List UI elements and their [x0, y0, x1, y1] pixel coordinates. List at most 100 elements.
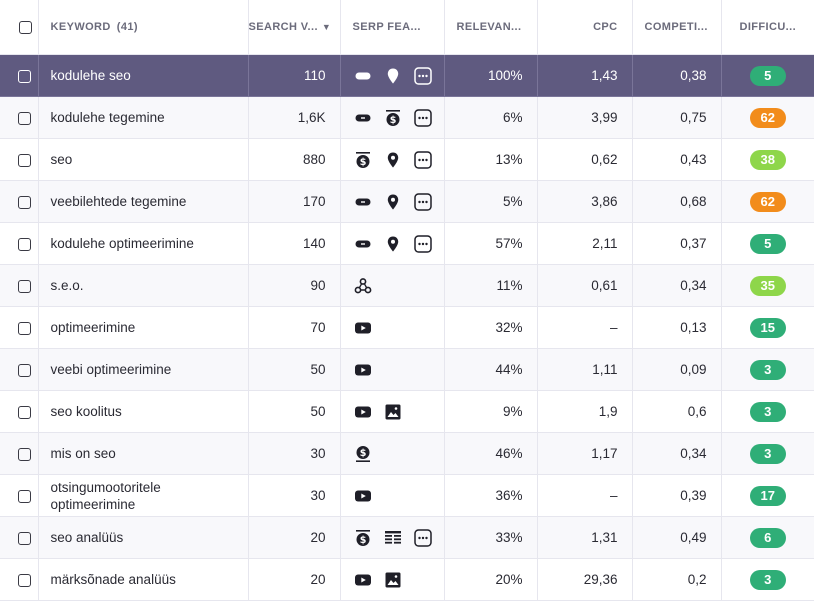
row-checkbox[interactable] — [18, 489, 32, 503]
select-all-checkbox-cell[interactable] — [0, 0, 39, 55]
row-checkbox[interactable] — [18, 111, 32, 125]
video-icon[interactable] — [353, 360, 373, 380]
knowledge-graph-icon[interactable] — [353, 276, 373, 296]
paid-ad-top-icon[interactable]: $ — [383, 108, 403, 128]
row-checkbox[interactable] — [18, 69, 32, 83]
keyword-cell[interactable]: mis on seo — [38, 432, 249, 475]
row-checkbox[interactable] — [18, 531, 32, 545]
table-row[interactable]: seo 880 $ 13% 0,62 0,43 38 — [0, 138, 814, 181]
row-checkbox-cell[interactable] — [0, 432, 39, 475]
row-checkbox-cell[interactable] — [0, 222, 39, 265]
keyword-text[interactable]: seo koolitus — [50, 404, 122, 419]
row-checkbox[interactable] — [18, 447, 32, 461]
row-checkbox-cell[interactable] — [0, 558, 39, 601]
table-row[interactable]: kodulehe tegemine 1,6K $ 6% 3,99 0,75 62 — [0, 96, 814, 139]
row-checkbox-cell[interactable] — [0, 390, 39, 433]
keyword-cell[interactable]: kodulehe tegemine — [38, 96, 249, 139]
table-row[interactable]: mis on seo 30 $ 46% 1,17 0,34 3 — [0, 432, 814, 475]
link-icon[interactable] — [353, 108, 373, 128]
column-header-keyword[interactable]: KEYWORD (41) — [38, 0, 249, 55]
select-all-checkbox[interactable] — [19, 20, 33, 34]
location-pin-icon[interactable] — [383, 66, 403, 86]
row-checkbox-cell[interactable] — [0, 516, 39, 559]
row-checkbox-cell[interactable] — [0, 474, 39, 517]
more-icon[interactable] — [413, 150, 433, 170]
row-checkbox[interactable] — [18, 237, 32, 251]
keyword-text[interactable]: märksõnade analüüs — [50, 572, 176, 587]
link-icon[interactable] — [353, 234, 373, 254]
table-row[interactable]: seo koolitus 50 9% 1,9 0,6 3 — [0, 390, 814, 433]
table-row[interactable]: märksõnade analüüs 20 20% 29,36 0,2 3 — [0, 558, 814, 601]
keyword-text[interactable]: otsingumootoritele optimeerimine — [50, 479, 161, 512]
table-row[interactable]: kodulehe seo 110 100% 1,43 0,38 5 — [0, 54, 814, 97]
table-row[interactable]: seo analüüs 20 $ 33% 1,31 0,49 6 — [0, 516, 814, 559]
row-checkbox[interactable] — [18, 153, 32, 167]
location-pin-icon[interactable] — [383, 150, 403, 170]
more-icon[interactable] — [413, 528, 433, 548]
table-icon[interactable] — [383, 528, 403, 548]
row-checkbox[interactable] — [18, 363, 32, 377]
row-checkbox-cell[interactable] — [0, 96, 39, 139]
row-checkbox[interactable] — [18, 195, 32, 209]
column-header-search-volume[interactable]: SEARCH V... ▼ — [248, 0, 341, 55]
column-header-competition[interactable]: COMPETI... — [632, 0, 722, 55]
keyword-cell[interactable]: optimeerimine — [38, 306, 249, 349]
video-icon[interactable] — [353, 318, 373, 338]
video-icon[interactable] — [353, 402, 373, 422]
paid-ad-top-icon[interactable]: $ — [353, 528, 373, 548]
column-header-serp-features[interactable]: SERP FEA... — [340, 0, 445, 55]
keyword-cell[interactable]: veebilehtede tegemine — [38, 180, 249, 223]
row-checkbox-cell[interactable] — [0, 54, 39, 97]
keyword-cell[interactable]: kodulehe seo — [38, 54, 249, 97]
row-checkbox-cell[interactable] — [0, 306, 39, 349]
row-checkbox-cell[interactable] — [0, 180, 39, 223]
row-checkbox-cell[interactable] — [0, 264, 39, 307]
row-checkbox-cell[interactable] — [0, 348, 39, 391]
keyword-text[interactable]: kodulehe seo — [50, 68, 131, 83]
keyword-cell[interactable]: veebi optimeerimine — [38, 348, 249, 391]
keyword-cell[interactable]: seo — [38, 138, 249, 181]
keyword-text[interactable]: kodulehe tegemine — [50, 110, 165, 125]
row-checkbox[interactable] — [18, 405, 32, 419]
row-checkbox[interactable] — [18, 573, 32, 587]
row-checkbox-cell[interactable] — [0, 138, 39, 181]
image-icon[interactable] — [383, 570, 403, 590]
table-row[interactable]: optimeerimine 70 32% – 0,13 15 — [0, 306, 814, 349]
keyword-cell[interactable]: märksõnade analüüs — [38, 558, 249, 601]
paid-ad-top-icon[interactable]: $ — [353, 150, 373, 170]
more-icon[interactable] — [413, 108, 433, 128]
table-row[interactable]: s.e.o. 90 11% 0,61 0,34 35 — [0, 264, 814, 307]
link-icon[interactable] — [353, 66, 373, 86]
image-icon[interactable] — [383, 402, 403, 422]
table-row[interactable]: veebilehtede tegemine 170 5% 3,86 0,68 6… — [0, 180, 814, 223]
more-icon[interactable] — [413, 192, 433, 212]
keyword-text[interactable]: s.e.o. — [50, 278, 84, 293]
table-row[interactable]: otsingumootoritele optimeerimine 30 36% … — [0, 474, 814, 517]
keyword-cell[interactable]: kodulehe optimeerimine — [38, 222, 249, 265]
location-pin-icon[interactable] — [383, 234, 403, 254]
link-icon[interactable] — [353, 192, 373, 212]
row-checkbox[interactable] — [18, 321, 32, 335]
keyword-cell[interactable]: seo koolitus — [38, 390, 249, 433]
keyword-text[interactable]: mis on seo — [50, 446, 116, 461]
video-icon[interactable] — [353, 486, 373, 506]
keyword-cell[interactable]: seo analüüs — [38, 516, 249, 559]
location-pin-icon[interactable] — [383, 192, 403, 212]
keyword-text[interactable]: veebilehtede tegemine — [50, 194, 187, 209]
column-header-difficulty[interactable]: DIFFICU... — [721, 0, 814, 55]
column-header-cpc[interactable]: CPC — [537, 0, 633, 55]
keyword-text[interactable]: veebi optimeerimine — [50, 362, 172, 377]
column-header-relevance[interactable]: RELEVAN... — [444, 0, 538, 55]
keyword-text[interactable]: seo — [50, 152, 73, 167]
keyword-cell[interactable]: otsingumootoritele optimeerimine — [38, 474, 249, 517]
table-row[interactable]: kodulehe optimeerimine 140 57% 2,11 0,37… — [0, 222, 814, 265]
more-icon[interactable] — [413, 66, 433, 86]
table-row[interactable]: veebi optimeerimine 50 44% 1,11 0,09 3 — [0, 348, 814, 391]
keyword-text[interactable]: optimeerimine — [50, 320, 136, 335]
keyword-text[interactable]: kodulehe optimeerimine — [50, 236, 194, 251]
paid-ad-bottom-icon[interactable]: $ — [353, 444, 373, 464]
more-icon[interactable] — [413, 234, 433, 254]
keyword-cell[interactable]: s.e.o. — [38, 264, 249, 307]
row-checkbox[interactable] — [18, 279, 32, 293]
video-icon[interactable] — [353, 570, 373, 590]
